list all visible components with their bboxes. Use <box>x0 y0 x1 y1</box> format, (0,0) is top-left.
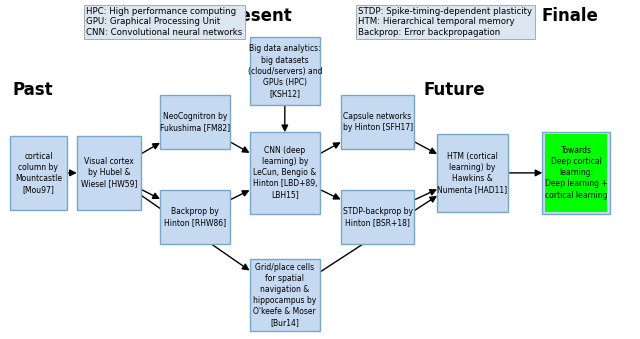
Text: STDP: Spike-timing-dependent plasticity
HTM: Hierarchical temporal memory
Backpr: STDP: Spike-timing-dependent plasticity … <box>358 7 532 37</box>
Text: cortical
column by
Mountcastle
[Mou97]: cortical column by Mountcastle [Mou97] <box>15 152 62 194</box>
FancyBboxPatch shape <box>250 37 320 105</box>
FancyBboxPatch shape <box>250 259 320 331</box>
Text: STDP-backprop by
Hinton [BSR+18]: STDP-backprop by Hinton [BSR+18] <box>342 207 413 227</box>
Text: NeoCognitron by
Fukushima [FM82]: NeoCognitron by Fukushima [FM82] <box>160 112 230 132</box>
Text: Past: Past <box>13 81 54 99</box>
Text: HTM (cortical
learning) by
Hawkins &
Numenta [HAD11]: HTM (cortical learning) by Hawkins & Num… <box>437 152 508 194</box>
Text: Capsule networks
by Hinton [SFH17]: Capsule networks by Hinton [SFH17] <box>342 112 413 132</box>
FancyBboxPatch shape <box>545 134 607 212</box>
Text: CNN (deep
learning) by
LeCun, Bengio &
Hinton [LBD+89,
LBH15]: CNN (deep learning) by LeCun, Bengio & H… <box>253 146 317 200</box>
FancyBboxPatch shape <box>340 190 415 244</box>
Text: Visual cortex
by Hubel &
Wiesel [HW59]: Visual cortex by Hubel & Wiesel [HW59] <box>81 157 137 188</box>
Text: Grid/place cells
for spatial
navigation &
hippocampus by
O'keefe & Moser
[Bur14]: Grid/place cells for spatial navigation … <box>253 263 316 327</box>
FancyBboxPatch shape <box>250 132 320 214</box>
FancyBboxPatch shape <box>543 132 610 214</box>
Text: Present: Present <box>220 7 292 25</box>
FancyBboxPatch shape <box>10 136 67 210</box>
FancyBboxPatch shape <box>77 136 141 210</box>
FancyBboxPatch shape <box>160 190 230 244</box>
FancyBboxPatch shape <box>160 95 230 149</box>
Text: Towards
Deep cortical
learning:
Deep learning +
cortical learning: Towards Deep cortical learning: Deep lea… <box>545 146 607 200</box>
Text: Future: Future <box>424 81 485 99</box>
FancyBboxPatch shape <box>437 134 508 212</box>
Text: HPC: High performance computing
GPU: Graphical Processing Unit
CNN: Convolutiona: HPC: High performance computing GPU: Gra… <box>86 7 243 37</box>
Text: Big data analytics:
big datasets
(cloud/servers) and
GPUs (HPC)
[KSH12]: Big data analytics: big datasets (cloud/… <box>248 44 322 98</box>
Text: Backprop by
Hinton [RHW86]: Backprop by Hinton [RHW86] <box>164 207 227 227</box>
Text: Finale: Finale <box>541 7 598 25</box>
FancyBboxPatch shape <box>340 95 415 149</box>
